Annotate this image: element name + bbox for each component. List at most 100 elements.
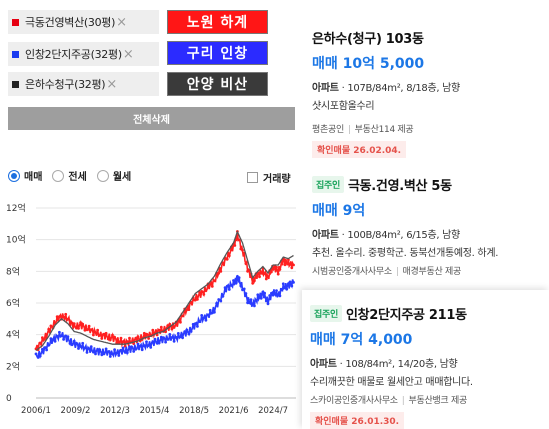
series-point bbox=[196, 298, 199, 301]
radio-monthly[interactable] bbox=[96, 169, 109, 182]
clear-all-button[interactable]: 전체삭제 bbox=[8, 107, 295, 130]
series-point bbox=[87, 324, 91, 328]
listing-title-row[interactable]: 집주인 인창2단지주공 211동 bbox=[310, 304, 545, 323]
listing-price: 매매 7억 4,000 bbox=[310, 332, 413, 348]
series-point bbox=[77, 327, 80, 330]
series-point bbox=[268, 294, 272, 297]
series-point bbox=[130, 345, 134, 349]
series-line bbox=[35, 231, 295, 350]
series-point bbox=[51, 338, 55, 341]
listing-spec-text: · 100B/84m², 6/15층, 남향 bbox=[338, 230, 461, 241]
series-point bbox=[193, 322, 197, 326]
series-point bbox=[179, 320, 182, 324]
series-point bbox=[77, 347, 80, 350]
radio-sale[interactable] bbox=[8, 169, 20, 182]
series-point bbox=[244, 292, 248, 295]
listing-card[interactable]: 집주인 극동.건영.벽산 5동 매매 9억 아파트 · 100B/84m², 6/… bbox=[312, 175, 544, 277]
series-point bbox=[288, 280, 292, 284]
series-point bbox=[251, 302, 255, 306]
series-point bbox=[237, 276, 241, 280]
series-point bbox=[189, 330, 193, 333]
listing-title[interactable]: 은하수(청구) 103동 bbox=[312, 32, 424, 47]
series-point bbox=[185, 328, 189, 332]
series-point bbox=[102, 332, 106, 336]
series-point bbox=[273, 292, 277, 296]
series-point bbox=[64, 312, 68, 316]
series-point bbox=[89, 345, 93, 349]
series-point bbox=[151, 340, 155, 343]
series-color-square bbox=[12, 80, 19, 88]
close-icon[interactable]: × bbox=[116, 14, 127, 30]
region-button-guri-inchang[interactable]: 구리 인창 bbox=[167, 41, 268, 65]
radio-sale-label[interactable]: 매매 bbox=[24, 172, 43, 183]
series-point bbox=[270, 270, 273, 274]
series-point bbox=[276, 272, 280, 276]
volume-checkbox[interactable] bbox=[247, 172, 258, 183]
listing-price: 매매 9억 bbox=[312, 203, 366, 219]
listing-title-row[interactable]: 집주인 극동.건영.벽산 5동 bbox=[312, 175, 544, 194]
compare-item-box: 은하수청구(32평) × bbox=[8, 72, 159, 96]
series-point bbox=[123, 351, 127, 354]
series-point bbox=[38, 341, 42, 345]
close-icon[interactable]: × bbox=[122, 46, 134, 62]
y-tick-label: 8억 bbox=[6, 265, 20, 277]
region-button-anyang-bisan[interactable]: 안양 비산 bbox=[167, 72, 268, 96]
series-point bbox=[275, 289, 278, 292]
series-point bbox=[239, 284, 243, 288]
series-point bbox=[202, 316, 206, 320]
listing-title[interactable]: 극동.건영.벽산 5동 bbox=[347, 179, 452, 194]
radio-jeonse-label[interactable]: 전세 bbox=[68, 172, 87, 183]
listing-card-popup[interactable]: 집주인 인창2단지주공 211동 매매 7억 4,000 아파트 · 108/84… bbox=[302, 290, 549, 429]
series-point bbox=[104, 347, 108, 351]
series-point bbox=[208, 282, 212, 286]
series-point bbox=[89, 328, 93, 332]
volume-toggle[interactable]: 거래량 bbox=[247, 170, 291, 185]
close-icon[interactable]: × bbox=[106, 76, 117, 92]
series-point bbox=[271, 268, 275, 271]
series-point bbox=[204, 318, 208, 322]
series-point bbox=[292, 281, 295, 284]
compare-item: 극동건영벽산(30평) × bbox=[8, 10, 159, 34]
series-point bbox=[287, 258, 290, 262]
series-point bbox=[233, 244, 237, 247]
series-point bbox=[43, 346, 46, 349]
chart-series-group bbox=[34, 230, 295, 360]
radio-jeonse[interactable] bbox=[52, 169, 65, 182]
series-point bbox=[106, 337, 110, 341]
series-point bbox=[132, 350, 136, 353]
series-point bbox=[94, 352, 97, 356]
series-point bbox=[290, 284, 294, 288]
region-button-nowon-hagye[interactable]: 노원 하계 bbox=[167, 10, 268, 34]
compare-item: 은하수청구(32평) × bbox=[8, 72, 159, 96]
listing-type: 아파트 bbox=[312, 230, 339, 241]
listing-card[interactable]: 은하수(청구) 103동 매매 10억 5,000 아파트 · 107B/84m… bbox=[312, 28, 544, 158]
compare-item-label: 은하수청구(32평) bbox=[25, 78, 106, 91]
series-point bbox=[278, 294, 282, 298]
compare-item-label: 인창2단지주공(32평) bbox=[25, 48, 122, 61]
listing-spec-text: · 107B/84m², 8/18층, 남향 bbox=[338, 83, 461, 94]
series-point bbox=[113, 335, 116, 339]
listing-price: 매매 10억 5,000 bbox=[312, 56, 425, 72]
series-point bbox=[283, 263, 287, 267]
series-point bbox=[104, 331, 108, 335]
series-point bbox=[36, 356, 40, 359]
radio-monthly-label[interactable]: 월세 bbox=[112, 172, 132, 183]
series-point bbox=[38, 354, 42, 358]
series-point bbox=[254, 298, 258, 302]
series-point bbox=[259, 271, 263, 275]
listing-title[interactable]: 인창2단지주공 211동 bbox=[345, 308, 467, 323]
series-point bbox=[113, 348, 116, 352]
series-point bbox=[151, 328, 155, 332]
volume-label: 거래량 bbox=[263, 174, 291, 185]
series-point bbox=[75, 326, 78, 330]
series-point bbox=[62, 338, 65, 341]
series-point bbox=[162, 336, 165, 339]
agent-name: 평촌공인 bbox=[312, 125, 344, 135]
series-point bbox=[230, 284, 233, 287]
series-point bbox=[266, 275, 270, 279]
series-point bbox=[285, 261, 289, 265]
series-point bbox=[264, 277, 268, 281]
listing-agent: 평촌공인 | 부동산114 제공 bbox=[312, 122, 544, 135]
series-point bbox=[96, 328, 99, 332]
series-point bbox=[221, 294, 225, 298]
